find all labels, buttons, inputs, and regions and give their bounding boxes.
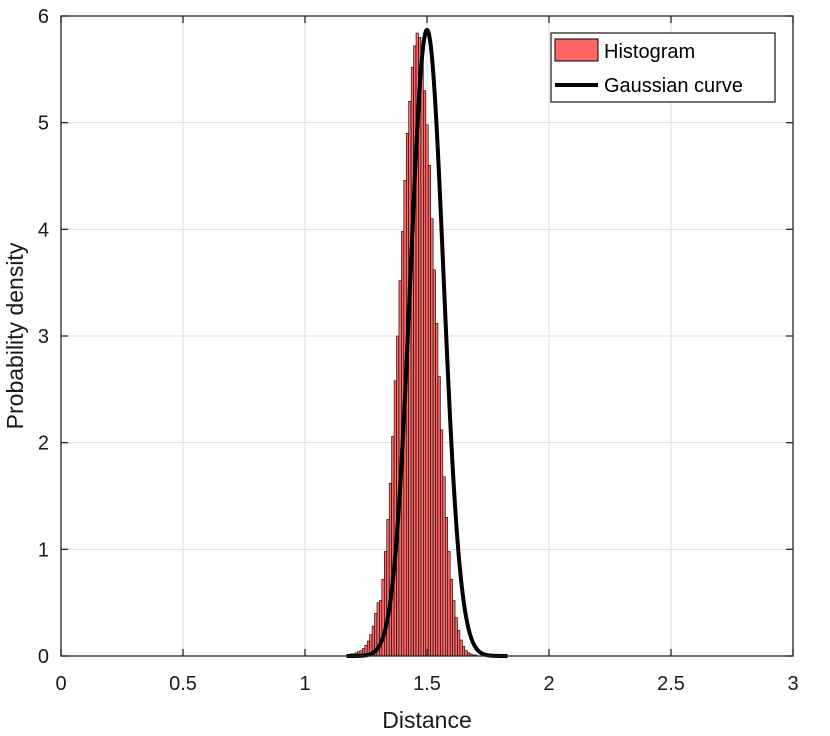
legend-label-gaussian: Gaussian curve (604, 75, 743, 97)
y-tick-label: 5 (38, 113, 49, 135)
x-tick-labels: 0 0.5 1 1.5 2 2.5 3 (55, 673, 798, 695)
x-tick-label: 1.5 (413, 673, 441, 695)
histogram-bar (464, 650, 468, 657)
histogram-bar (388, 482, 392, 657)
histogram-bar (447, 551, 451, 657)
histogram-bar (432, 269, 436, 657)
histogram-bar (457, 630, 461, 657)
histogram-bar (462, 646, 466, 657)
histogram-bar (408, 101, 412, 657)
x-tick-label: 0 (55, 673, 66, 695)
x-tick-label: 3 (787, 673, 798, 695)
histogram-bar (420, 56, 424, 657)
histogram-bar (454, 617, 458, 657)
y-tick-label: 6 (38, 6, 49, 28)
x-axis-label: Distance (382, 707, 471, 733)
axis-ticks (60, 15, 794, 657)
histogram-bar (410, 66, 414, 657)
histogram-bar (435, 322, 439, 657)
legend-swatch-histogram (554, 38, 599, 62)
histogram-bar (449, 578, 453, 657)
histogram-bar (437, 376, 441, 657)
x-tick-label: 2 (543, 673, 554, 695)
legend-label-histogram: Histogram (604, 41, 695, 63)
y-tick-label: 0 (38, 646, 49, 668)
y-tick-labels: 0 1 2 3 4 5 6 (38, 6, 49, 668)
histogram-bar (383, 551, 388, 657)
x-tick-label: 0.5 (169, 673, 197, 695)
histogram-bar (391, 435, 395, 657)
histogram-bar (386, 519, 390, 657)
histogram-bar (459, 639, 463, 657)
y-tick-label: 2 (38, 433, 49, 455)
y-axis-label: Probability density (2, 242, 28, 429)
histogram-bar (423, 90, 427, 657)
histogram-bar (440, 429, 444, 657)
y-tick-label: 1 (38, 539, 49, 561)
x-tick-label: 1 (299, 673, 310, 695)
histogram-bar (427, 165, 431, 657)
histogram-bar (452, 600, 456, 657)
histogram-bar (442, 476, 446, 657)
histogram-bar (444, 517, 449, 657)
y-tick-label: 4 (38, 219, 49, 241)
y-tick-label: 3 (38, 326, 49, 348)
legend: Histogram Gaussian curve (550, 32, 776, 103)
x-tick-label: 2.5 (657, 673, 685, 695)
histogram-bar (430, 218, 434, 657)
gaussian-curve-line (345, 27, 509, 658)
histogram-bar (425, 124, 429, 657)
